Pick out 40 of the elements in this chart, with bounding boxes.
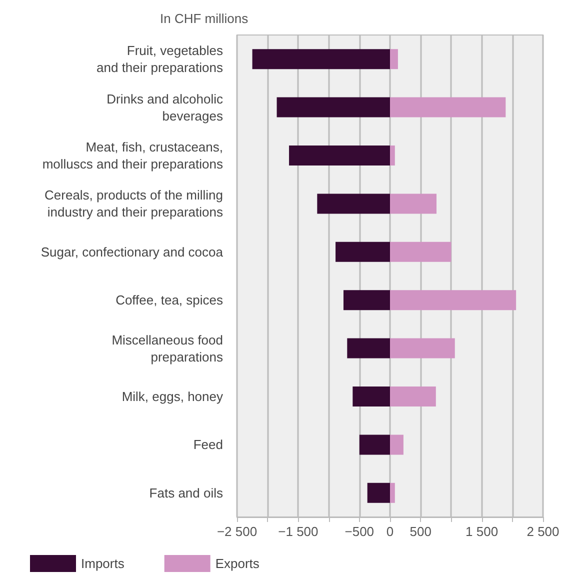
bar xyxy=(252,49,390,70)
bar xyxy=(390,194,437,214)
y-tick-label: Fruit, vegetables and their preparations xyxy=(96,43,224,76)
bar xyxy=(390,290,516,310)
y-tick-label: Meat, fish, crustaceans, molluscs and their preparations xyxy=(42,140,224,172)
y-axis-title: In CHF millions xyxy=(160,11,249,26)
y-tick-label: Sugar, confectionary and cocoa xyxy=(40,244,224,260)
x-tick-label: 2 500 xyxy=(526,524,560,539)
bar xyxy=(352,386,390,406)
bar xyxy=(336,242,390,262)
x-tick-label: 1 500 xyxy=(466,524,498,539)
x-tick-label: −2 500 xyxy=(216,524,258,539)
x-tick-label: 500 xyxy=(410,524,432,539)
bar xyxy=(343,290,390,310)
bar xyxy=(390,146,395,166)
x-tick-label: 0 xyxy=(386,524,394,539)
y-tick-label: Feed xyxy=(193,437,223,452)
bar xyxy=(390,49,398,70)
x-tick-label: −500 xyxy=(344,524,374,539)
y-tick-label: Cereals, products of the milling industry and their preparations xyxy=(44,188,224,220)
x-tick-label: −1 500 xyxy=(278,524,318,539)
bar xyxy=(359,434,390,455)
legend-label: Imports xyxy=(81,556,125,571)
legend-label: Exports xyxy=(215,556,260,571)
y-tick-label: Drinks and alcoholic beverages xyxy=(106,91,224,124)
bar xyxy=(347,338,390,358)
y-tick-label: Coffee, tea, spices xyxy=(116,292,224,308)
bar xyxy=(390,434,404,455)
y-tick-label: Fats and oils xyxy=(149,485,224,500)
bar xyxy=(390,386,436,406)
bar xyxy=(317,194,390,214)
bar xyxy=(390,482,395,503)
y-tick-label: Milk, eggs, honey xyxy=(122,389,224,404)
bar xyxy=(289,146,390,166)
bar xyxy=(390,338,455,358)
y-tick-label: Miscellaneous food preparations xyxy=(112,332,224,364)
bar xyxy=(390,97,506,118)
bar xyxy=(276,97,390,118)
bar xyxy=(367,482,390,503)
bar xyxy=(390,242,452,262)
